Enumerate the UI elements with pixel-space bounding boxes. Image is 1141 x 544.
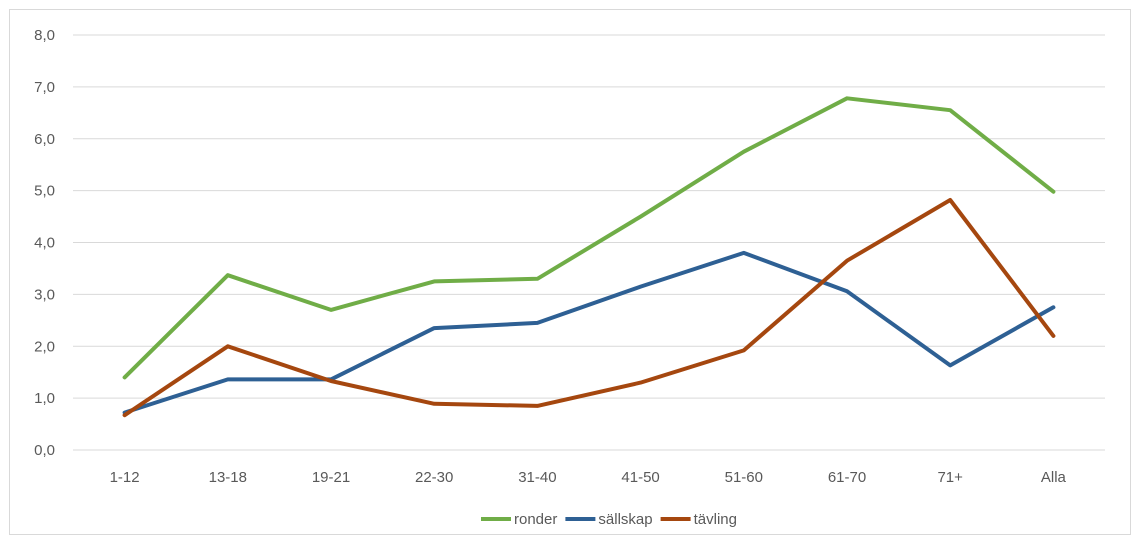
x-tick-label: 1-12 (110, 469, 140, 486)
x-tick-label: 22-30 (415, 469, 453, 486)
series-lines (122, 96, 1056, 418)
series-line-tävling (122, 198, 1056, 418)
legend-label: ronder (514, 511, 557, 528)
series-line-sällskap (122, 250, 1056, 415)
x-tick-label: 19-21 (312, 469, 350, 486)
x-tick-label: 71+ (937, 469, 963, 486)
legend-label: sällskap (598, 511, 652, 528)
gridlines (73, 34, 1105, 451)
x-tick-label: 13-18 (209, 469, 247, 486)
y-tick-label: 6,0 (34, 131, 55, 148)
x-tick-label: 31-40 (518, 469, 556, 486)
x-tick-label: Alla (1041, 469, 1067, 486)
y-tick-label: 1,0 (34, 390, 55, 407)
y-tick-label: 0,0 (34, 442, 55, 459)
legend-label: tävling (694, 511, 737, 528)
y-tick-label: 7,0 (34, 79, 55, 96)
x-tick-label: 61-70 (828, 469, 866, 486)
y-tick-label: 4,0 (34, 235, 55, 252)
legend-entry: ronder (481, 511, 557, 528)
x-axis-tick-labels: 1-12 13-18 19-21 22-30 31-40 41-50 51-60 61-70 7… (110, 469, 1067, 486)
legend-entry: sällskap (565, 511, 653, 528)
chart-border (9, 9, 1131, 535)
y-tick-label: 2,0 (34, 338, 55, 355)
series-line-ronder (122, 96, 1056, 380)
x-tick-label: 51-60 (725, 469, 763, 486)
legend-entry: tävling (660, 511, 737, 528)
y-tick-label: 8,0 (34, 27, 55, 44)
y-axis-tick-labels: 0,0 1,0 2,0 3,0 4,0 5,0 6,0 7,0 8,0 (34, 27, 55, 459)
y-tick-label: 5,0 (34, 183, 55, 200)
y-tick-label: 3,0 (34, 286, 55, 303)
legend: ronder sällskap tävling (481, 511, 737, 528)
x-tick-label: 41-50 (621, 469, 659, 486)
